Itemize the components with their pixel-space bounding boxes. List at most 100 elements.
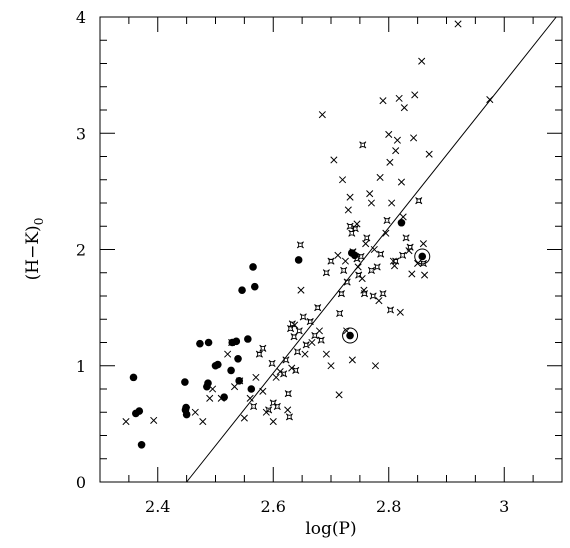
data-point-filled-circle: [204, 338, 213, 347]
data-point-star: [299, 313, 307, 321]
data-point-cross: [284, 406, 292, 414]
data-point-star: [377, 250, 385, 258]
data-point-circled-dot: [342, 327, 359, 344]
data-point-star: [348, 229, 356, 237]
data-point-filled-circle: [182, 403, 190, 412]
x-tick-label: 3: [499, 497, 509, 516]
data-point-filled-circle: [238, 286, 246, 294]
data-point-star: [406, 243, 414, 251]
data-point-star: [285, 413, 293, 421]
y-tick-label: 1: [76, 357, 86, 376]
data-point-cross: [362, 240, 370, 248]
data-point-cross: [341, 257, 349, 265]
data-point-star: [290, 333, 298, 341]
data-point-star: [293, 348, 302, 356]
data-point-filled-circle: [397, 218, 406, 227]
data-point-star: [360, 290, 369, 298]
y-tick-label: 2: [76, 241, 86, 260]
data-point-star: [337, 290, 345, 298]
data-point-star: [288, 320, 296, 328]
data-point-star: [314, 304, 322, 312]
data-point-filled-circle: [182, 410, 191, 419]
y-axis-title-subscript: 0: [32, 218, 46, 226]
data-point-star: [379, 290, 387, 298]
data-point-star: [369, 292, 377, 300]
data-point-star: [295, 327, 303, 335]
data-point-star: [296, 241, 304, 249]
data-point-cross: [367, 199, 375, 207]
data-point-star: [392, 257, 400, 265]
data-point-cross: [308, 338, 316, 347]
data-point-star: [336, 309, 344, 317]
data-point-cross: [348, 356, 356, 364]
data-point-cross: [353, 220, 361, 228]
data-point-cross: [240, 414, 248, 422]
data-point-cross: [334, 251, 342, 259]
y-tick-label: 0: [76, 473, 86, 492]
data-point-cross: [224, 350, 232, 358]
data-point-star: [236, 377, 244, 385]
data-point-cross: [191, 408, 199, 416]
data-point-filled-circle: [181, 378, 189, 386]
data-point-cross: [393, 136, 401, 144]
data-point-cross: [206, 394, 214, 402]
data-point-cross: [379, 97, 387, 105]
data-point-cross: [330, 156, 338, 164]
data-point-filled-circle: [137, 441, 146, 449]
data-point-filled-circle: [196, 339, 204, 348]
data-point-cross: [397, 178, 406, 186]
data-point-star: [259, 344, 267, 352]
data-point-cross: [354, 263, 362, 271]
x-axis-title: log(P): [305, 519, 356, 539]
data-point-cross: [419, 240, 427, 248]
data-point-star: [287, 325, 295, 333]
data-point-cross: [486, 95, 494, 104]
data-point-cross: [410, 134, 418, 142]
y-axis-title-main: (H−K): [23, 225, 43, 280]
data-point-star: [355, 271, 363, 279]
data-point-cross: [150, 416, 158, 424]
x-tick-label: 2.8: [376, 497, 401, 516]
data-point-cross: [421, 271, 429, 279]
data-point-star: [357, 252, 365, 261]
plot-frame: [99, 16, 563, 483]
data-point-filled-circle: [204, 379, 212, 387]
data-point-filled-circle: [234, 354, 242, 363]
data-point-filled-circle: [250, 282, 259, 291]
y-tick-label: 4: [76, 8, 86, 27]
data-point-star: [302, 341, 310, 349]
data-point-cross: [122, 417, 130, 426]
y-tick-label: 3: [76, 124, 86, 143]
data-point-cross: [322, 350, 330, 358]
data-point-cross: [376, 173, 384, 181]
data-point-star: [255, 350, 263, 358]
data-point-cross: [209, 385, 217, 393]
data-point-star: [399, 251, 407, 259]
data-point-star: [265, 406, 273, 414]
data-point-star: [363, 234, 371, 242]
data-point-cross: [386, 158, 394, 166]
data-point-cross: [183, 406, 191, 414]
data-point-star: [268, 359, 276, 367]
data-point-cross: [338, 176, 347, 184]
data-point-star: [402, 234, 410, 242]
data-point-cross: [327, 362, 335, 370]
data-point-filled-circle: [220, 393, 228, 401]
data-point-cross: [259, 387, 267, 395]
data-point-cross: [335, 391, 343, 399]
data-point-filled-circle: [135, 407, 144, 415]
data-point-star: [367, 266, 375, 274]
data-point-star: [343, 278, 351, 286]
data-point-star: [228, 338, 236, 347]
data-point-star: [415, 197, 423, 205]
data-point-star: [306, 318, 314, 326]
data-point-cross: [346, 193, 354, 201]
data-point-star: [250, 402, 258, 410]
data-point-filled-circle: [247, 385, 256, 393]
data-point-star: [383, 216, 391, 224]
data-point-cross: [382, 229, 390, 237]
data-point-cross: [425, 150, 433, 158]
data-point-cross: [246, 394, 254, 402]
data-point-cross: [390, 262, 399, 270]
data-point-cross: [396, 308, 404, 316]
